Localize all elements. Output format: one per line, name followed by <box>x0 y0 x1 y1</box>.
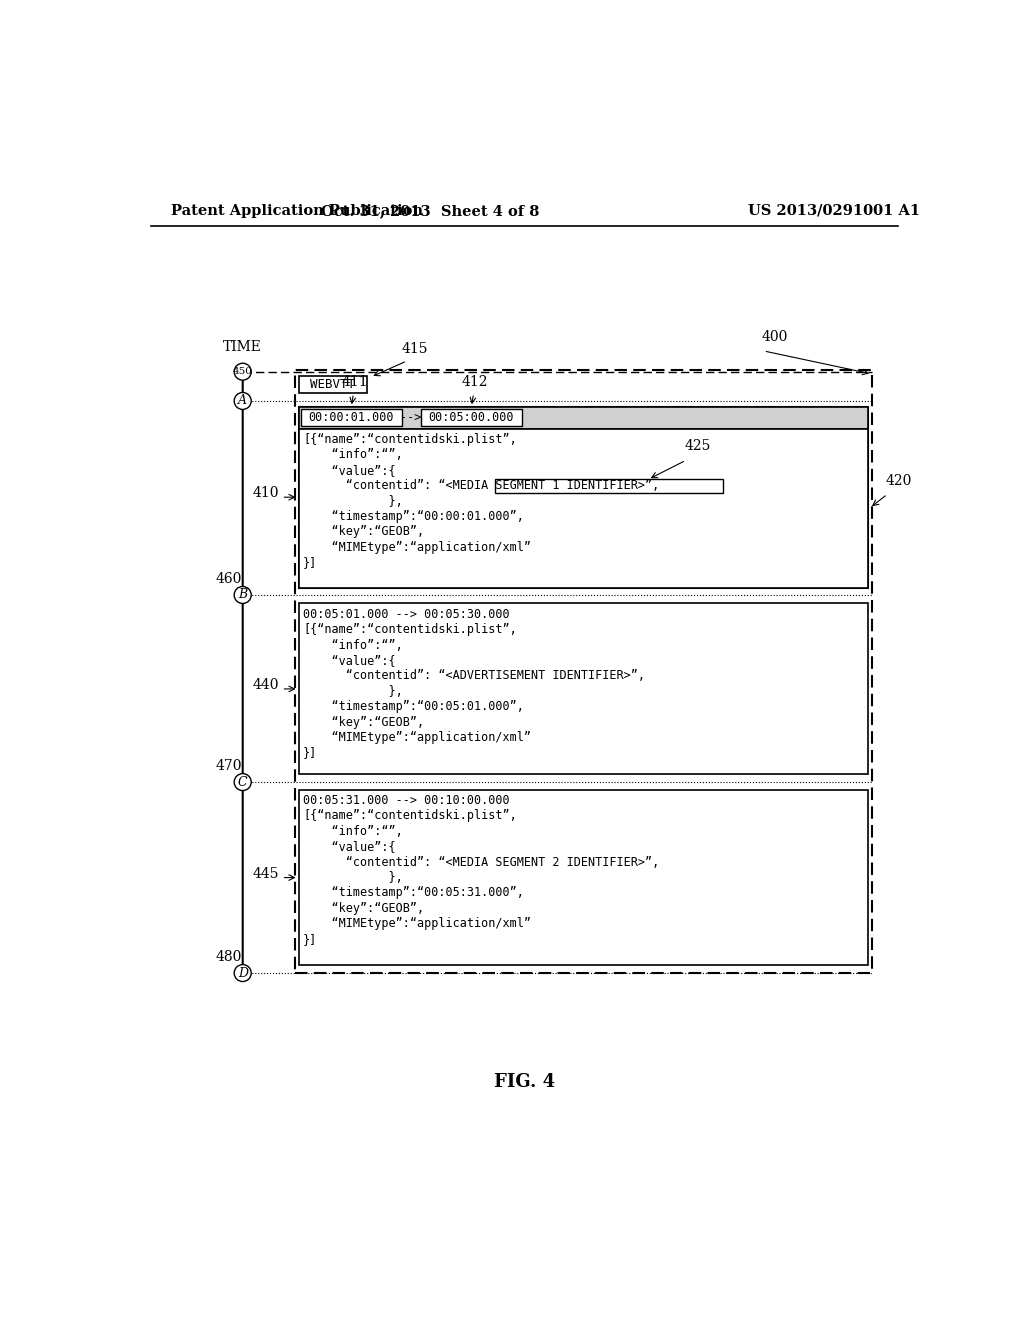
Text: 450: 450 <box>232 367 253 376</box>
Text: 445: 445 <box>253 867 280 880</box>
Text: “info”:“”,: “info”:“”, <box>303 639 402 652</box>
Text: 00:00:01.000: 00:00:01.000 <box>308 412 394 425</box>
Text: [{“name”:“contentidski.plist”,: [{“name”:“contentidski.plist”, <box>303 623 517 636</box>
Text: }]: }] <box>303 746 317 759</box>
Text: [{“name”:“contentidski.plist”,: [{“name”:“contentidski.plist”, <box>303 809 517 822</box>
Bar <box>496 479 723 492</box>
Text: }]: }] <box>303 933 317 945</box>
Text: 440: 440 <box>253 678 280 692</box>
Text: 480: 480 <box>216 950 242 964</box>
Text: Patent Application Publication: Patent Application Publication <box>171 203 423 218</box>
Text: }]: }] <box>303 556 317 569</box>
Text: Oct. 31, 2013  Sheet 4 of 8: Oct. 31, 2013 Sheet 4 of 8 <box>322 203 540 218</box>
Text: “timestamp”:“00:05:31.000”,: “timestamp”:“00:05:31.000”, <box>303 887 524 899</box>
Text: 420: 420 <box>886 474 912 488</box>
Circle shape <box>234 363 251 380</box>
Text: 411: 411 <box>342 375 369 388</box>
Bar <box>299 375 367 393</box>
Text: “MIMEtype”:“application/xml”: “MIMEtype”:“application/xml” <box>303 541 531 554</box>
Text: “key”:“GEOB”,: “key”:“GEOB”, <box>303 525 424 539</box>
Text: D: D <box>238 966 248 979</box>
Text: C: C <box>238 776 248 788</box>
Text: WEBVTT: WEBVTT <box>310 378 355 391</box>
Text: US 2013/0291001 A1: US 2013/0291001 A1 <box>748 203 921 218</box>
Text: “contentid”: “<MEDIA SEGMENT 1 IDENTIFIER>”,: “contentid”: “<MEDIA SEGMENT 1 IDENTIFIE… <box>303 479 659 492</box>
Text: TIME: TIME <box>223 341 262 354</box>
Bar <box>299 603 868 775</box>
Text: 425: 425 <box>684 440 711 453</box>
Text: A: A <box>239 395 247 408</box>
Text: “key”:“GEOB”,: “key”:“GEOB”, <box>303 902 424 915</box>
Text: “value”:{: “value”:{ <box>303 841 395 853</box>
Text: -->: --> <box>400 412 422 425</box>
Text: 00:05:00.000: 00:05:00.000 <box>429 412 514 425</box>
Text: B: B <box>239 589 247 602</box>
Bar <box>299 407 868 429</box>
Text: 460: 460 <box>216 572 242 586</box>
Text: “info”:“”,: “info”:“”, <box>303 825 402 838</box>
Circle shape <box>234 774 251 791</box>
Text: “key”:“GEOB”,: “key”:“GEOB”, <box>303 715 424 729</box>
Bar <box>421 409 521 426</box>
Circle shape <box>234 965 251 982</box>
Text: “contentid”: “<ADVERTISEMENT IDENTIFIER>”,: “contentid”: “<ADVERTISEMENT IDENTIFIER>… <box>303 669 645 682</box>
Text: 400: 400 <box>762 330 788 345</box>
Bar <box>299 407 868 589</box>
Bar <box>299 429 868 589</box>
Text: 415: 415 <box>401 342 428 356</box>
Bar <box>295 370 872 973</box>
Circle shape <box>234 392 251 409</box>
Text: 00:05:31.000 --> 00:10:00.000: 00:05:31.000 --> 00:10:00.000 <box>303 795 510 807</box>
Text: “value”:{: “value”:{ <box>303 463 395 477</box>
Text: “MIMEtype”:“application/xml”: “MIMEtype”:“application/xml” <box>303 917 531 931</box>
Text: [{“name”:“contentidski.plist”,: [{“name”:“contentidski.plist”, <box>303 433 517 446</box>
Text: “timestamp”:“00:05:01.000”,: “timestamp”:“00:05:01.000”, <box>303 700 524 713</box>
Text: “value”:{: “value”:{ <box>303 653 395 667</box>
Circle shape <box>234 586 251 603</box>
Text: “contentid”: “<MEDIA SEGMENT 2 IDENTIFIER>”,: “contentid”: “<MEDIA SEGMENT 2 IDENTIFIE… <box>303 855 659 869</box>
Text: },: }, <box>303 495 402 508</box>
Text: “MIMEtype”:“application/xml”: “MIMEtype”:“application/xml” <box>303 731 531 744</box>
Text: },: }, <box>303 685 402 698</box>
Text: 410: 410 <box>253 486 280 500</box>
Bar <box>301 409 401 426</box>
Text: },: }, <box>303 871 402 884</box>
Text: 412: 412 <box>462 375 488 388</box>
Text: 470: 470 <box>215 759 242 772</box>
Text: 00:05:01.000 --> 00:05:30.000: 00:05:01.000 --> 00:05:30.000 <box>303 607 510 620</box>
Text: “timestamp”:“00:00:01.000”,: “timestamp”:“00:00:01.000”, <box>303 510 524 523</box>
Text: FIG. 4: FIG. 4 <box>495 1073 555 1092</box>
Bar <box>299 789 868 965</box>
Text: “info”:“”,: “info”:“”, <box>303 449 402 462</box>
